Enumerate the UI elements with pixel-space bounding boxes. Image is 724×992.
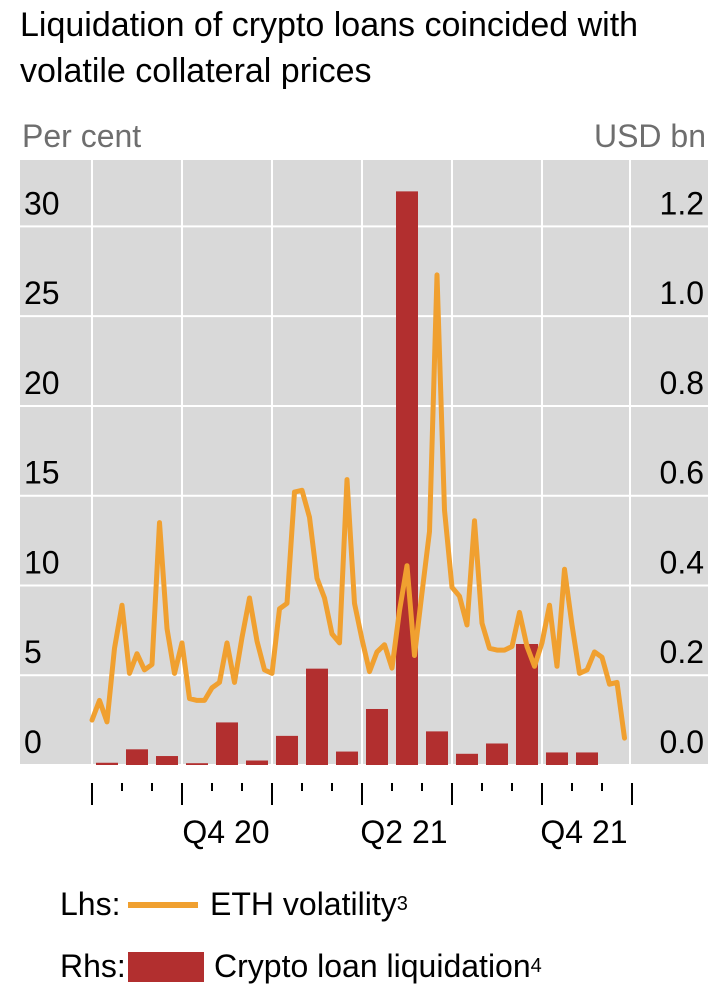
right-tick-label: 0.4 [660,544,704,580]
legend-item-eth-volatility: Lhs: ETH volatility 3 [60,886,408,923]
right-tick-label: 0.8 [660,365,704,401]
legend-label: ETH volatility [210,886,397,922]
bar [396,191,418,766]
bar [456,753,478,765]
left-axis-tick-labels: 0 5 10 15 20 25 30 [24,185,60,760]
bar [576,752,598,765]
bar [366,708,388,765]
x-tick-label: Q2 21 [360,814,447,850]
left-tick-label: 0 [24,724,42,760]
legend-axis-prefix: Rhs: [60,948,126,984]
bar [216,722,238,765]
legend-footnote: 4 [530,955,542,977]
x-axis-ticks [91,783,633,805]
right-tick-label: 1.0 [660,275,704,311]
x-tick-label: Q4 21 [540,814,627,850]
legend-axis-prefix: Lhs: [60,886,121,922]
chart-title: Liquidation of crypto loans coincided wi… [20,6,639,90]
right-tick-label: 1.2 [660,185,704,221]
legend-line-swatch [128,901,198,908]
bar [186,763,208,765]
right-tick-label: 0.0 [660,724,704,760]
x-tick-label: Q4 20 [182,814,269,850]
left-tick-label: 5 [24,634,42,670]
bar [546,752,568,765]
bar [156,756,178,765]
right-axis-unit: USD bn [593,118,706,154]
grid-lines [20,160,708,766]
left-tick-label: 30 [24,185,60,221]
bar [486,743,508,765]
bar [336,751,358,765]
bar [516,644,538,765]
legend-bar-swatch [128,951,204,982]
legend-footnote: 3 [396,893,408,915]
bar [96,762,118,765]
left-tick-label: 10 [24,544,60,580]
right-tick-label: 0.6 [660,455,704,491]
bar [426,731,448,765]
left-tick-label: 15 [24,455,60,491]
bar [126,749,148,765]
right-tick-label: 0.2 [660,634,704,670]
chart-svg: 0 5 10 15 20 25 30 0.0 0.2 0.4 0.6 0.8 1.0 1.2 Q4 20… [20,160,708,850]
x-axis-tick-labels: Q4 20 Q2 21 Q4 21 [182,814,627,850]
line-series-eth-volatility [89,272,627,741]
bar [276,735,298,765]
right-axis-tick-labels: 0.0 0.2 0.4 0.6 0.8 1.0 1.2 [660,185,704,760]
bar [306,668,328,765]
legend-item-crypto-loan-liquidation: Rhs: Crypto loan liquidation 4 [60,948,542,985]
left-tick-label: 25 [24,275,60,311]
bar [246,760,268,765]
legend-label: Crypto loan liquidation [214,948,531,984]
left-axis-unit: Per cent [22,118,142,154]
left-tick-label: 20 [24,365,60,401]
